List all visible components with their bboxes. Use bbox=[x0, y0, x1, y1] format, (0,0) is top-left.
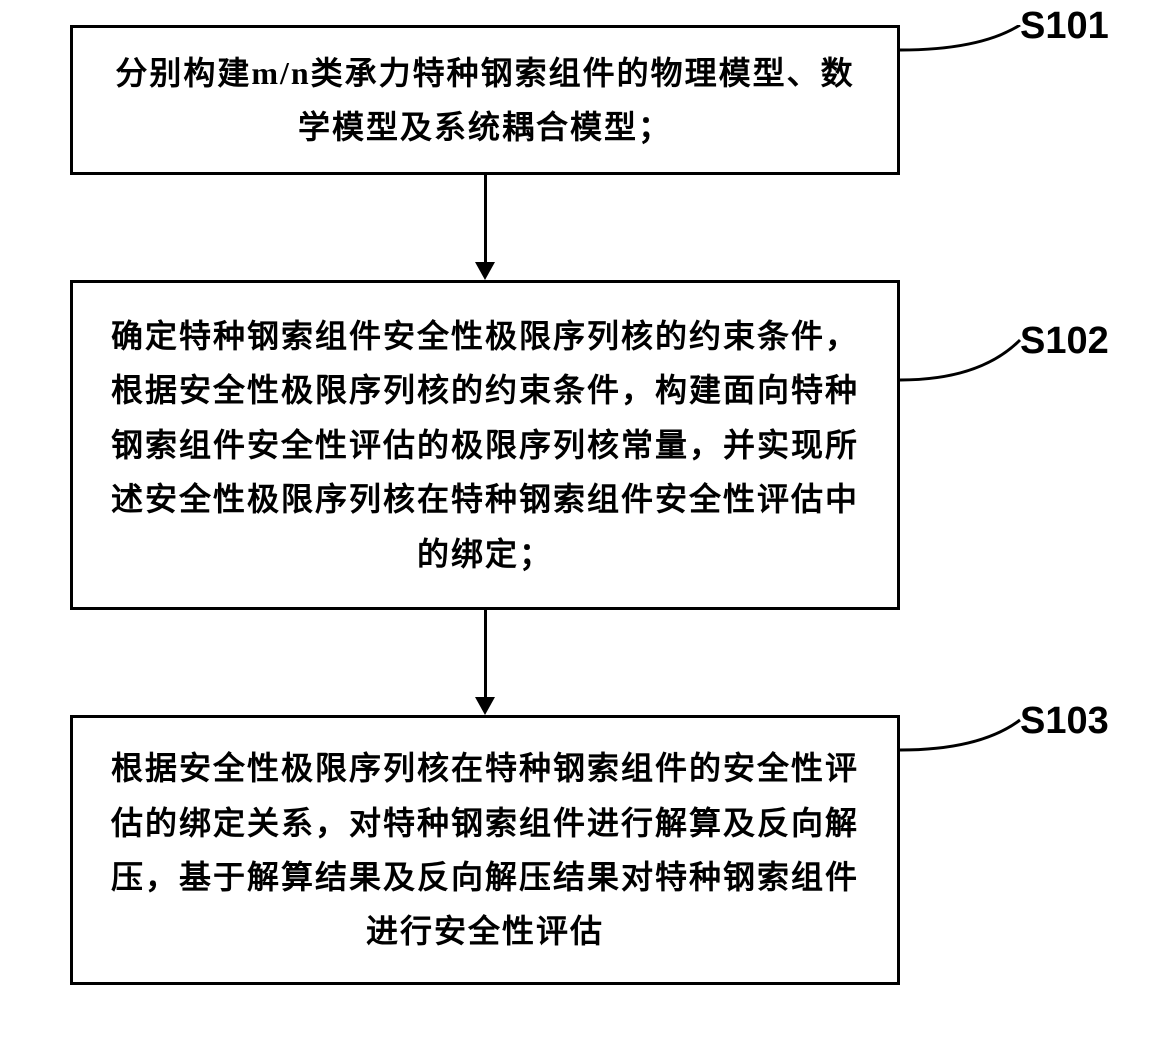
box-1-text: 分别构建m/n类承力特种钢索组件的物理模型、数学模型及系统耦合模型； bbox=[103, 46, 867, 155]
flowchart-container: 分别构建m/n类承力特种钢索组件的物理模型、数学模型及系统耦合模型； S101 … bbox=[0, 0, 1169, 1038]
flowchart-box-3: 根据安全性极限序列核在特种钢索组件的安全性评估的绑定关系，对特种钢索组件进行解算… bbox=[70, 715, 900, 985]
label-s101: S101 bbox=[1020, 5, 1109, 48]
label-s102: S102 bbox=[1020, 320, 1109, 363]
arrow-1-head bbox=[475, 262, 495, 280]
label-s103: S103 bbox=[1020, 700, 1109, 743]
box-3-text: 根据安全性极限序列核在特种钢索组件的安全性评估的绑定关系，对特种钢索组件进行解算… bbox=[103, 741, 867, 959]
box-2-text: 确定特种钢索组件安全性极限序列核的约束条件，根据安全性极限序列核的约束条件，构建… bbox=[103, 309, 867, 581]
arrow-1-line bbox=[484, 175, 487, 262]
flowchart-box-2: 确定特种钢索组件安全性极限序列核的约束条件，根据安全性极限序列核的约束条件，构建… bbox=[70, 280, 900, 610]
arrow-2-line bbox=[484, 610, 487, 697]
arrow-2-head bbox=[475, 697, 495, 715]
flowchart-box-1: 分别构建m/n类承力特种钢索组件的物理模型、数学模型及系统耦合模型； bbox=[70, 25, 900, 175]
